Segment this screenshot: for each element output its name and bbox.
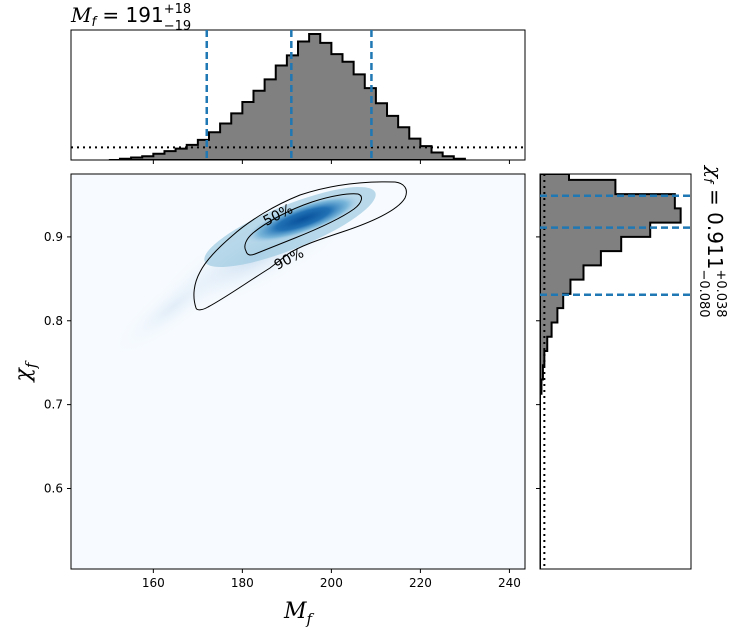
y-tick-label: 0.9 [44,230,63,244]
x-tick-label: 200 [320,576,343,590]
y-tick-label: 0.7 [44,398,63,412]
x-axis-label: Mf [283,599,315,628]
contour-90 [193,181,407,311]
y-axis-label: χf [11,360,40,383]
mass-marginal-panel [70,29,526,164]
mass-histogram-fill [108,34,465,160]
spin-marginal-panel [536,173,692,570]
contour-50 [244,193,362,256]
y-tick-label: 0.6 [44,481,63,495]
mass-title: Mf = 191+18 −19 [70,2,191,34]
y-tick-label: 0.8 [44,314,63,328]
joint-density-frame [70,173,526,570]
density-core [244,194,362,244]
x-tick-label: 180 [231,576,254,590]
x-tick-label: 160 [142,576,165,590]
spin-title: χf = 0.911+0.038−0.080 [696,164,728,318]
spin-histogram-fill [540,174,681,569]
x-tick-label: 220 [409,576,432,590]
x-tick-label: 240 [498,576,521,590]
spin-histogram-step [540,174,682,569]
